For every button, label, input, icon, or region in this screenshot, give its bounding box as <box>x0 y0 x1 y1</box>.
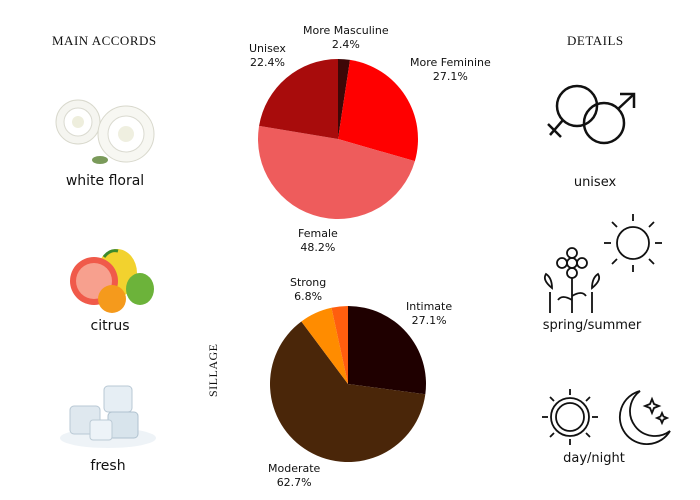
gender-slice-female <box>258 125 415 219</box>
pie-label-more-feminine: More Feminine 27.1% <box>410 56 491 83</box>
gender-slice-more-masculine <box>338 59 351 139</box>
flowers-sun-icon <box>543 214 662 313</box>
gender-symbols-icon <box>547 84 636 145</box>
accord-label-white-floral: white floral <box>65 173 145 189</box>
sun-moon-icon <box>542 389 671 445</box>
sillage-slice-intimate <box>348 306 427 395</box>
accord-label-fresh: fresh <box>90 458 126 474</box>
pie-label-unisex: Unisex 22.4% <box>249 42 286 69</box>
detail-label-day-night: day/night <box>563 451 625 466</box>
sillage-slice-moderate <box>270 321 426 463</box>
pie-label-more-masculine: More Masculine 2.4% <box>303 24 389 51</box>
pie-label-female: Female 48.2% <box>298 227 338 254</box>
sillage-slice-strong <box>301 307 348 384</box>
ice-cubes-icon <box>60 385 156 448</box>
white-rose-icon <box>55 99 155 164</box>
detail-label-spring-summer: spring/summer <box>542 318 642 333</box>
main-accords-heading: MAIN ACCORDS <box>52 33 157 48</box>
pie-label-intimate: Intimate 27.1% <box>406 300 453 327</box>
details-heading: DETAILS <box>567 33 624 48</box>
gender-slice-unisex <box>259 59 338 139</box>
citrus-fruit-icon <box>70 249 154 313</box>
detail-label-unisex: unisex <box>573 175 617 190</box>
gender-slice-more-feminine <box>338 59 418 162</box>
pie-label-strong: Strong 6.8% <box>290 276 327 303</box>
sillage-slice-unlabeled-3 <box>331 306 348 384</box>
pie-label-moderate: Moderate 62.7% <box>268 462 321 489</box>
accord-label-citrus: citrus <box>90 318 130 334</box>
